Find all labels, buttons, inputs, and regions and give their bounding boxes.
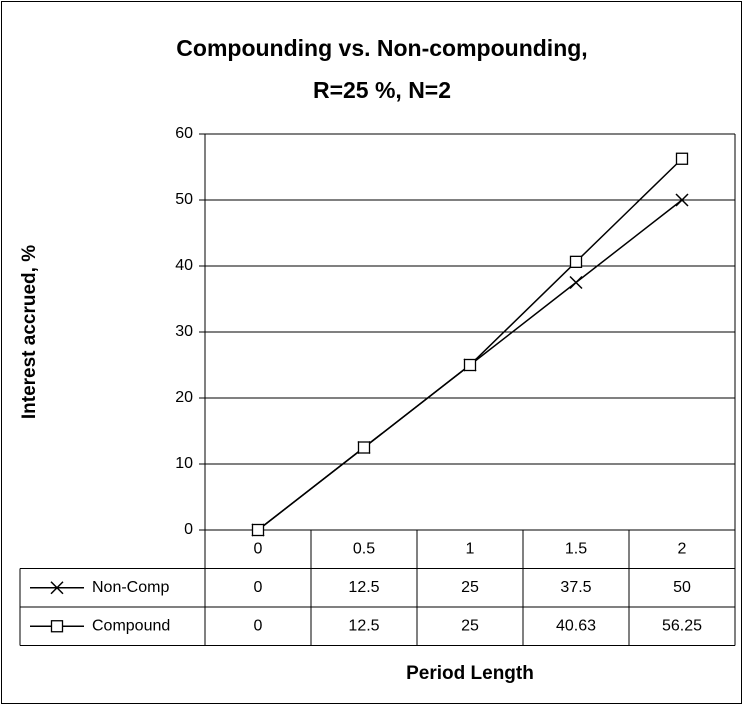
- table-value: 50: [673, 579, 691, 596]
- marker: [569, 275, 583, 290]
- x-tick-label: 1: [466, 540, 475, 557]
- table-value: 0: [254, 579, 263, 596]
- chart-title: Compounding vs. Non-compounding,: [176, 35, 587, 61]
- x-tick-label: 1.5: [565, 540, 587, 557]
- table-value: 37.5: [560, 579, 591, 596]
- marker: [357, 441, 371, 454]
- x-axis-title: Period Length: [406, 663, 534, 684]
- marker: [675, 193, 689, 207]
- table-value: 56.25: [662, 617, 702, 634]
- y-tick-label: 20: [175, 389, 193, 406]
- marker: [675, 152, 689, 165]
- y-tick-label: 50: [175, 191, 193, 208]
- x-tick-label: 0.5: [353, 540, 375, 557]
- legend-key-marker: [50, 620, 64, 633]
- marker: [463, 358, 477, 372]
- y-tick-label: 60: [175, 125, 193, 142]
- marker: [251, 523, 265, 537]
- table-value: 12.5: [348, 617, 379, 634]
- table-value: 0: [254, 617, 263, 634]
- table-value: 12.5: [348, 579, 379, 596]
- y-axis-title: Interest accrued, %: [19, 245, 40, 419]
- table-value: 40.63: [556, 617, 596, 634]
- x-tick-label: 2: [678, 540, 687, 557]
- table-value: 25: [461, 579, 479, 596]
- y-tick-label: 10: [175, 455, 193, 472]
- marker: [569, 255, 583, 268]
- legend-label: Compound: [92, 617, 170, 634]
- chart-title: R=25 %, N=2: [313, 77, 451, 103]
- legend-label: Non-Comp: [92, 579, 169, 596]
- y-tick-label: 0: [184, 521, 193, 538]
- y-tick-label: 30: [175, 323, 193, 340]
- table-value: 25: [461, 617, 479, 634]
- x-tick-label: 0: [254, 540, 263, 557]
- legend-key-marker: [50, 581, 64, 595]
- y-tick-label: 40: [175, 257, 193, 274]
